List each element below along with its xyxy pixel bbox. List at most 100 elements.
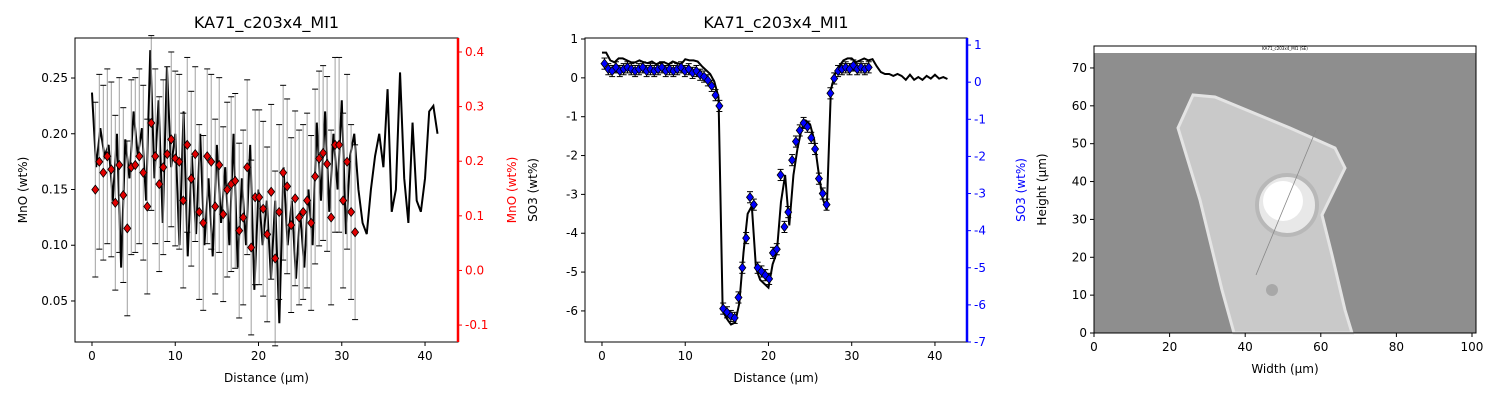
data-point <box>203 151 212 162</box>
data-point <box>707 80 716 92</box>
data-point <box>263 229 272 240</box>
data-point <box>267 186 276 197</box>
data-point <box>814 173 823 184</box>
data-point <box>275 206 284 218</box>
data-point <box>167 134 176 145</box>
x-tick-label: 20 <box>1162 340 1177 354</box>
data-point <box>677 62 686 73</box>
data-point <box>791 136 800 147</box>
y-tick-label: 0.25 <box>41 71 68 85</box>
data-point <box>776 169 785 181</box>
y-tick-label: -6 <box>566 304 578 318</box>
data-point <box>179 195 188 206</box>
data-point <box>822 199 831 210</box>
data-point <box>311 171 320 182</box>
data-point <box>223 184 232 195</box>
chart-title: KA71_c203x4_MI1 <box>703 13 848 33</box>
data-point <box>111 197 120 208</box>
y2-tick-label: -4 <box>974 224 986 238</box>
data-point <box>243 162 252 173</box>
data-point <box>279 167 288 178</box>
x-tick-label: 40 <box>1238 340 1253 354</box>
data-point <box>795 125 804 136</box>
data-point <box>700 71 709 82</box>
data-point <box>600 58 609 69</box>
data-point <box>287 219 296 231</box>
data-point <box>235 225 244 236</box>
y-axis-label: SO3 (wt%) <box>526 158 540 222</box>
data-point <box>207 156 216 167</box>
data-point <box>107 164 116 175</box>
data-point <box>147 117 156 129</box>
data-point <box>123 223 132 234</box>
data-point <box>295 212 304 223</box>
data-point <box>738 262 747 273</box>
data-point <box>749 199 758 210</box>
y2-tick-label: 0.1 <box>465 209 484 223</box>
pit <box>1266 284 1278 296</box>
data-point <box>299 206 308 218</box>
x-tick-label: 60 <box>1313 340 1328 354</box>
y-tick-label: 0 <box>570 71 578 85</box>
axes-frame <box>1093 45 1477 334</box>
data-point <box>335 139 344 150</box>
y2-tick-label: -1 <box>974 112 986 126</box>
data-point <box>719 303 728 314</box>
data-point <box>826 88 835 99</box>
y2-tick-label: 1 <box>974 38 982 52</box>
x-tick-label: 20 <box>251 349 266 363</box>
data-point <box>239 212 248 223</box>
data-point <box>818 188 827 199</box>
x-tick-label: 40 <box>927 349 942 363</box>
x-tick-label: 30 <box>334 349 349 363</box>
data-point <box>271 253 280 264</box>
image-title: KA71_c203x4_MI1 (SE) <box>1262 46 1308 51</box>
data-point <box>327 212 336 223</box>
data-point <box>199 217 208 229</box>
data-point <box>155 179 164 190</box>
data-point <box>745 192 754 203</box>
data-point <box>159 162 168 173</box>
data-point <box>115 159 124 171</box>
data-point <box>255 192 264 203</box>
data-point <box>191 148 200 160</box>
y-tick-label: 0.10 <box>41 238 68 252</box>
y-tick-label: 30 <box>1072 212 1087 226</box>
data-point <box>604 64 613 75</box>
x-tick-label: 0 <box>88 349 96 363</box>
x-axis-label: Width (µm) <box>1251 362 1318 376</box>
data-point <box>784 206 793 218</box>
data-point <box>623 62 632 73</box>
data-point <box>811 143 820 155</box>
data-point <box>807 132 816 144</box>
data-point <box>195 206 204 218</box>
y-tick-label: 10 <box>1072 288 1087 302</box>
y-tick-label: 0.20 <box>41 127 68 141</box>
data-point <box>841 62 850 73</box>
x-tick-label: 100 <box>1461 340 1484 354</box>
data-point <box>259 203 268 214</box>
image-header <box>1094 46 1476 53</box>
data-point <box>347 206 356 218</box>
profile-line <box>1255 129 1317 276</box>
data-point <box>646 64 655 75</box>
y-tick-label: 0.05 <box>41 294 68 308</box>
x-tick-label: 40 <box>417 349 432 363</box>
y-tick-label: 0 <box>1079 326 1087 340</box>
data-point <box>231 175 240 187</box>
y2-tick-label: -3 <box>974 187 986 201</box>
data-point <box>215 159 224 171</box>
y-tick-label: -1 <box>566 110 578 124</box>
y-tick-label: 1 <box>570 32 578 46</box>
data-point <box>703 75 712 86</box>
data-point <box>187 173 196 184</box>
data-point <box>772 244 781 255</box>
y-tick-label: 70 <box>1072 61 1087 75</box>
data-point <box>742 232 751 244</box>
x-tick-label: 20 <box>761 349 776 363</box>
data-point <box>211 201 220 212</box>
data-point <box>143 201 152 212</box>
data-point <box>95 156 104 167</box>
data-point <box>627 64 636 75</box>
y2-tick-label: -7 <box>974 335 986 349</box>
